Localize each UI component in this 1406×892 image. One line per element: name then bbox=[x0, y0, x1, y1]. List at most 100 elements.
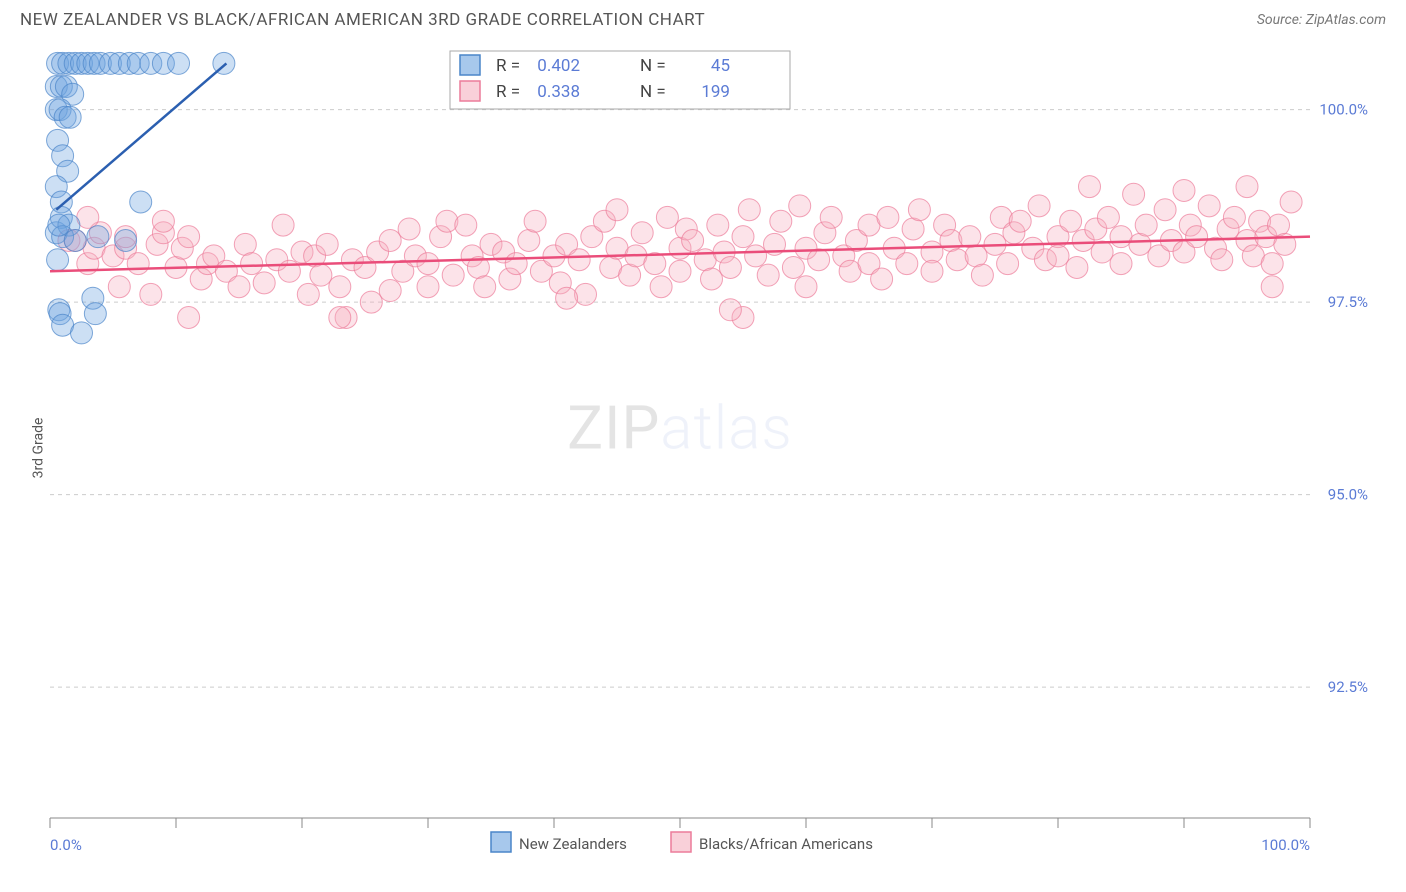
data-point bbox=[1129, 233, 1151, 255]
data-point bbox=[518, 230, 540, 252]
data-point bbox=[707, 214, 729, 236]
data-point bbox=[47, 249, 69, 271]
chart-title: NEW ZEALANDER VS BLACK/AFRICAN AMERICAN … bbox=[20, 10, 705, 30]
data-point bbox=[770, 210, 792, 232]
data-point bbox=[959, 226, 981, 248]
data-point bbox=[940, 230, 962, 252]
data-point bbox=[1223, 206, 1245, 228]
data-point bbox=[168, 52, 190, 74]
data-point bbox=[178, 307, 200, 329]
data-point bbox=[1211, 249, 1233, 271]
y-tick-label: 92.5% bbox=[1328, 678, 1368, 696]
legend-n-label: N = bbox=[640, 82, 666, 102]
data-point bbox=[474, 276, 496, 298]
data-point bbox=[965, 245, 987, 267]
legend-r-label: R = bbox=[496, 82, 520, 102]
legend-swatch bbox=[460, 55, 480, 75]
watermark: ZIPatlas bbox=[567, 392, 793, 463]
data-point bbox=[379, 280, 401, 302]
data-point bbox=[1198, 195, 1220, 217]
data-point bbox=[921, 260, 943, 282]
data-point bbox=[820, 206, 842, 228]
data-point bbox=[757, 264, 779, 286]
data-point bbox=[896, 253, 918, 275]
data-point bbox=[417, 253, 439, 275]
data-point bbox=[1028, 195, 1050, 217]
data-point bbox=[84, 303, 106, 325]
data-point bbox=[1154, 199, 1176, 221]
y-axis-label: 3rd Grade bbox=[30, 418, 46, 479]
legend-n-value: 45 bbox=[711, 56, 730, 76]
data-point bbox=[1280, 191, 1302, 213]
data-point bbox=[1261, 253, 1283, 275]
x-tick-label: 100.0% bbox=[1261, 836, 1310, 854]
legend-r-label: R = bbox=[496, 56, 520, 76]
data-point bbox=[316, 233, 338, 255]
data-point bbox=[732, 226, 754, 248]
data-point bbox=[701, 268, 723, 290]
data-point bbox=[1236, 176, 1258, 198]
data-point bbox=[48, 214, 70, 236]
correlation-scatter-chart: 92.5% 95.0% 97.5% 100.0% ZIPatlas 0.0% 100.0% R… bbox=[0, 38, 1406, 858]
legend-r-value: 0.402 bbox=[537, 56, 580, 76]
chart-source: Source: ZipAtlas.com bbox=[1257, 12, 1386, 28]
y-tick-label: 95.0% bbox=[1328, 486, 1368, 504]
data-point bbox=[379, 230, 401, 252]
y-tick-label: 97.5% bbox=[1328, 293, 1368, 311]
bottom-legend-label: Blacks/African Americans bbox=[699, 835, 873, 853]
data-point bbox=[902, 218, 924, 240]
trend-line bbox=[56, 63, 226, 209]
data-point bbox=[871, 268, 893, 290]
data-point bbox=[1009, 210, 1031, 232]
data-point bbox=[1091, 241, 1113, 263]
bottom-legend-label: New Zealanders bbox=[519, 835, 627, 853]
data-point bbox=[234, 233, 256, 255]
data-point bbox=[1060, 210, 1082, 232]
data-point bbox=[329, 276, 351, 298]
legend-r-value: 0.338 bbox=[537, 82, 580, 102]
data-point bbox=[1097, 206, 1119, 228]
data-point bbox=[360, 291, 382, 313]
data-point bbox=[682, 230, 704, 252]
data-point bbox=[1268, 214, 1290, 236]
data-point bbox=[115, 230, 137, 252]
data-point bbox=[1135, 214, 1157, 236]
data-point bbox=[971, 264, 993, 286]
data-point bbox=[606, 199, 628, 221]
data-point bbox=[442, 264, 464, 286]
data-point bbox=[656, 206, 678, 228]
bottom-legend-swatch bbox=[671, 832, 691, 852]
data-point bbox=[619, 264, 641, 286]
legend-n-label: N = bbox=[640, 56, 666, 76]
data-point bbox=[877, 206, 899, 228]
data-point bbox=[738, 199, 760, 221]
bottom-legend-swatch bbox=[491, 832, 511, 852]
data-point bbox=[650, 276, 672, 298]
data-point bbox=[108, 276, 130, 298]
data-point bbox=[59, 106, 81, 128]
data-point bbox=[152, 210, 174, 232]
data-point bbox=[455, 214, 477, 236]
data-point bbox=[130, 191, 152, 213]
data-point bbox=[719, 299, 741, 321]
data-point bbox=[808, 249, 830, 271]
data-point bbox=[398, 218, 420, 240]
data-point bbox=[71, 322, 93, 344]
data-point bbox=[524, 210, 546, 232]
data-point bbox=[505, 253, 527, 275]
data-point bbox=[241, 253, 263, 275]
data-point bbox=[1123, 183, 1145, 205]
y-tick-label: 100.0% bbox=[1319, 101, 1368, 119]
x-tick-label: 0.0% bbox=[50, 836, 82, 854]
data-point bbox=[140, 283, 162, 305]
data-point bbox=[178, 226, 200, 248]
data-point bbox=[1261, 276, 1283, 298]
legend-n-value: 199 bbox=[701, 82, 730, 102]
data-point bbox=[789, 195, 811, 217]
chart-container: 3rd Grade 92.5% 95.0% 97.5% 100.0% ZIPatlas 0… bbox=[0, 38, 1406, 858]
data-point bbox=[310, 264, 332, 286]
data-point bbox=[1173, 179, 1195, 201]
data-point bbox=[329, 307, 351, 329]
data-point bbox=[795, 276, 817, 298]
data-point bbox=[575, 283, 597, 305]
